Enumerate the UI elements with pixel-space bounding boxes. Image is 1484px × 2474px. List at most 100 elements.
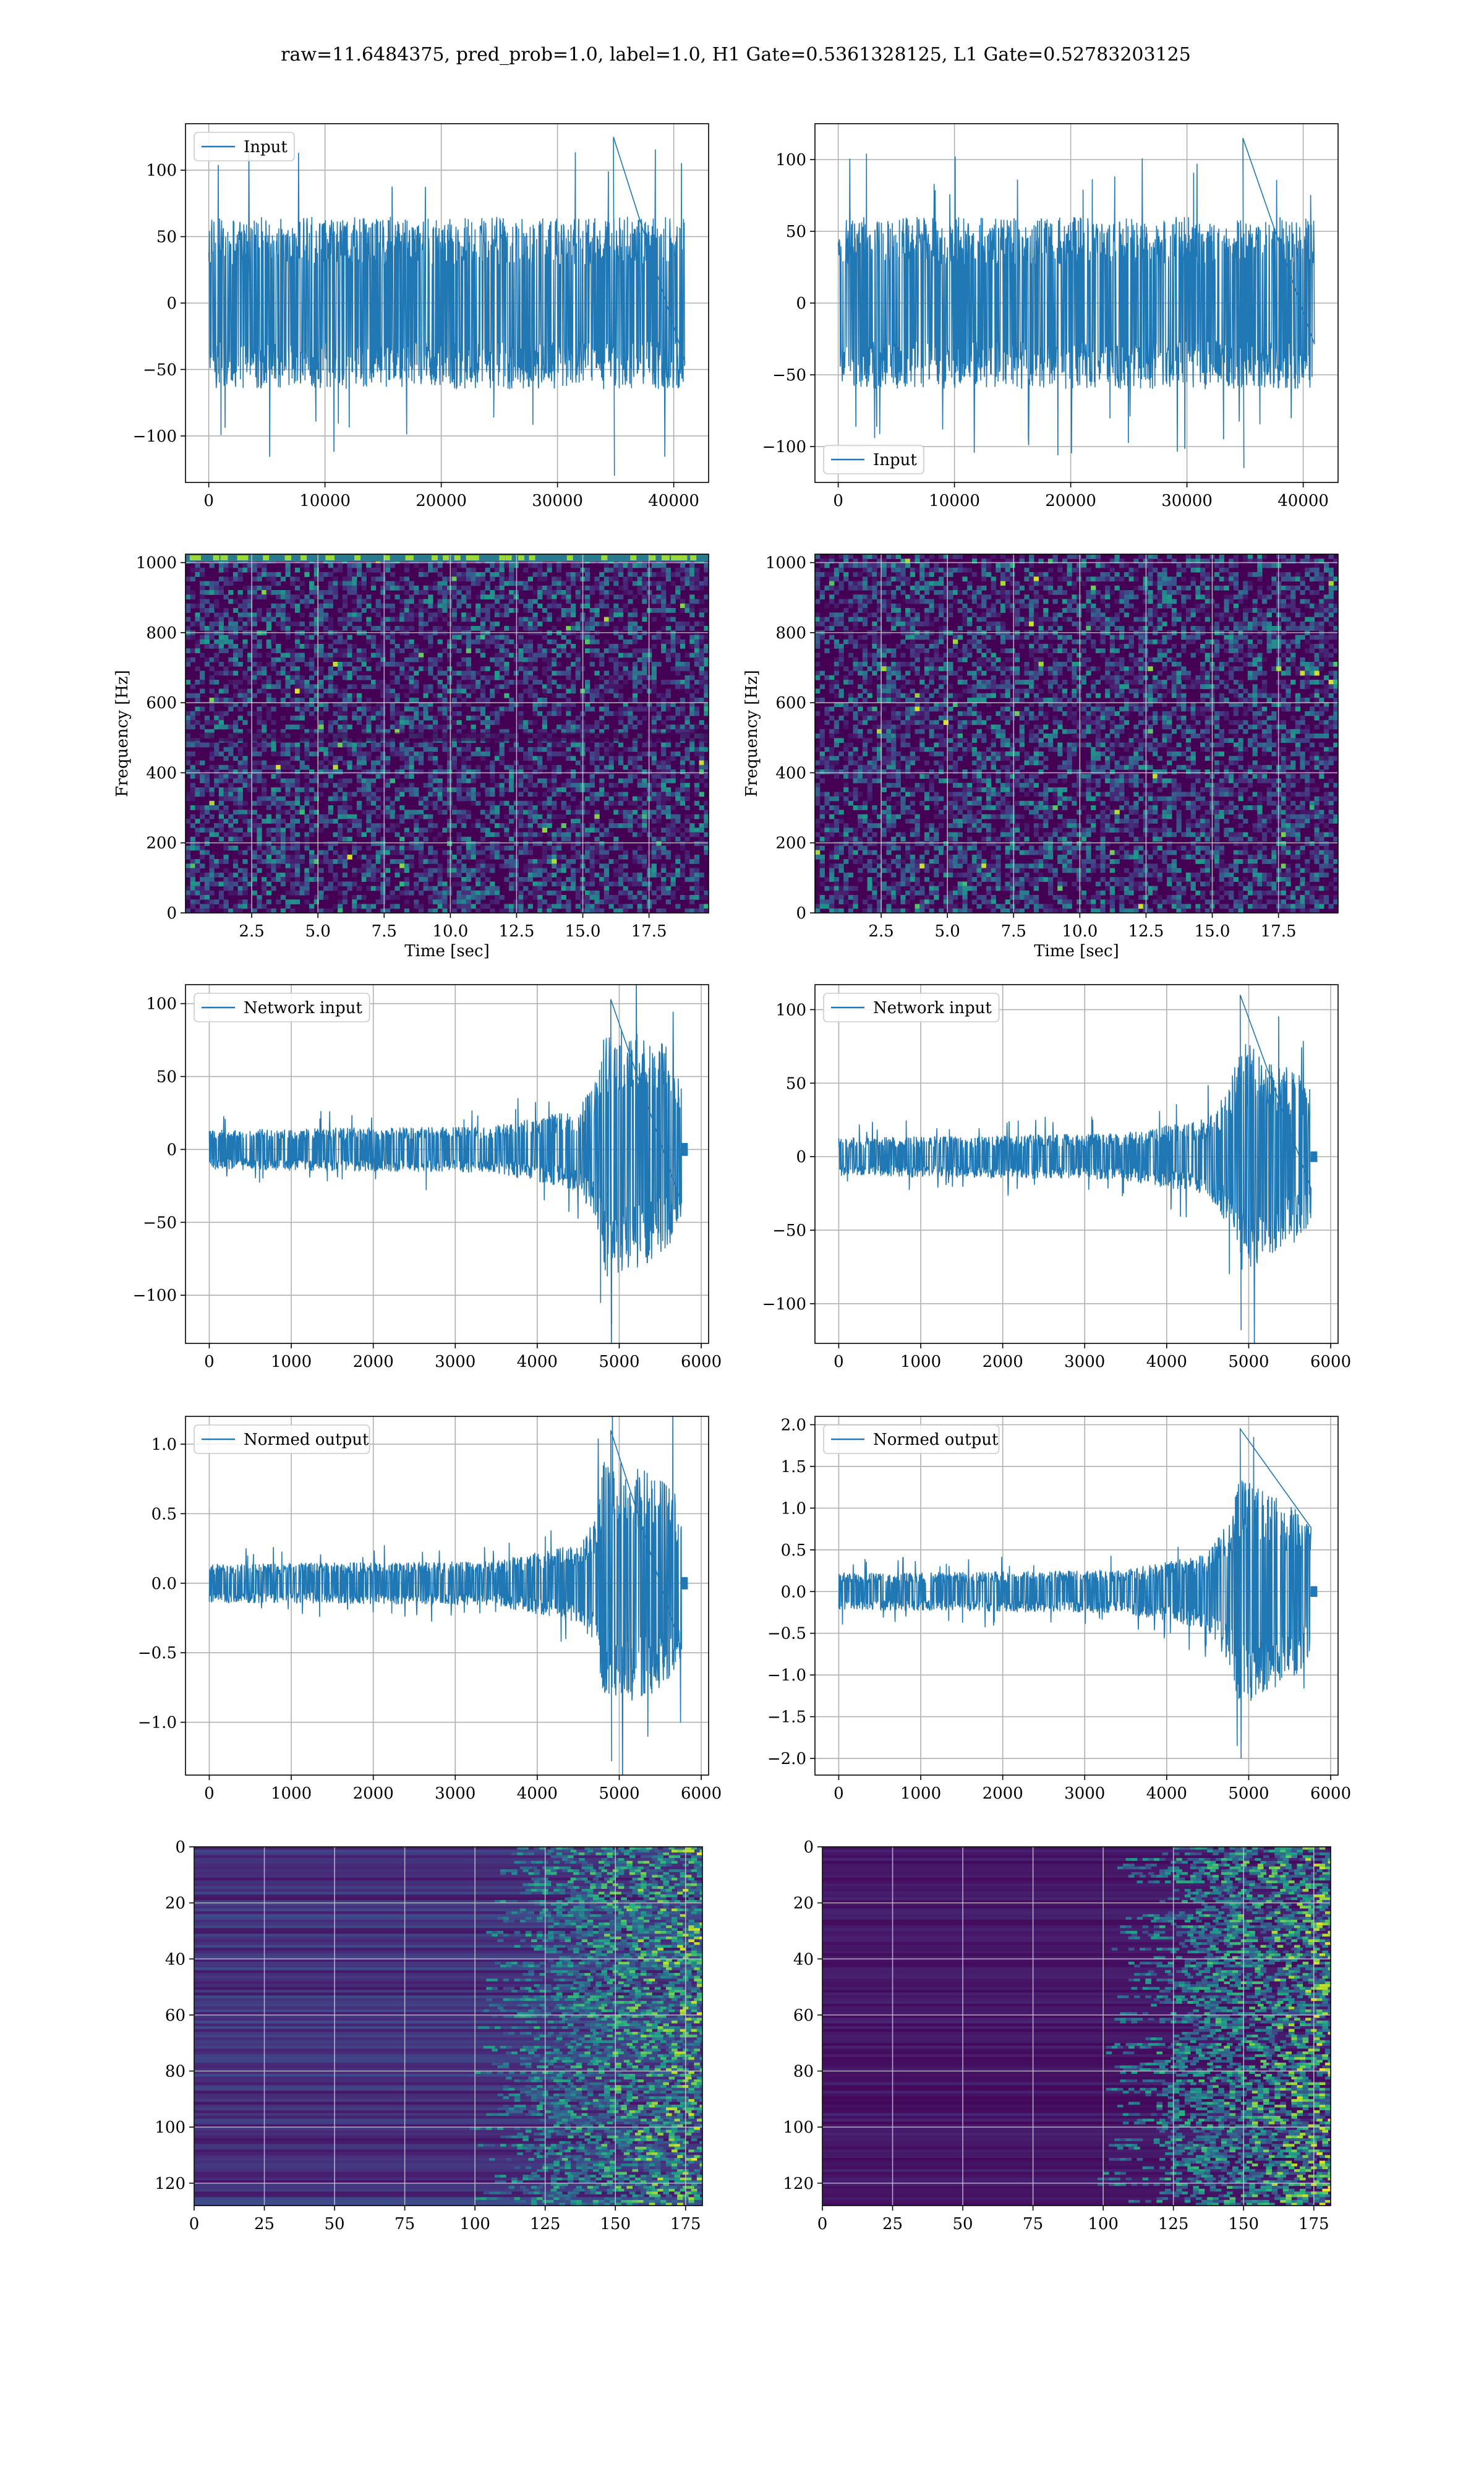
heatmap-cell xyxy=(237,612,243,618)
heatmap-cell xyxy=(824,836,830,842)
heatmap-cell xyxy=(394,675,400,680)
heatmap-cell xyxy=(423,590,429,595)
heatmap-cell xyxy=(632,810,638,815)
heatmap-cell xyxy=(632,747,638,752)
heatmap-cell xyxy=(366,845,372,851)
heatmap-cell xyxy=(824,796,830,802)
heatmap-cell xyxy=(228,635,234,640)
heatmap-cell xyxy=(352,904,357,909)
heatmap-cell xyxy=(603,863,610,869)
heatmap-cell xyxy=(380,850,386,855)
heatmap-cell xyxy=(613,581,619,586)
heatmap-cell xyxy=(523,850,529,855)
heatmap-cell xyxy=(370,841,377,846)
heatmap-cell xyxy=(385,594,391,600)
heatmap-cell xyxy=(428,563,433,568)
heatmap-cell xyxy=(380,863,386,869)
heatmap-cell xyxy=(561,782,566,788)
heatmap-cell xyxy=(632,608,638,613)
heatmap-cell xyxy=(223,774,229,779)
heatmap-cell xyxy=(656,836,662,842)
heatmap-cell xyxy=(594,608,600,613)
heatmap-cell xyxy=(262,877,267,882)
heatmap-cell xyxy=(418,666,424,672)
heatmap-cell xyxy=(632,859,638,864)
heatmap-cell xyxy=(209,720,215,726)
heatmap-cell xyxy=(333,590,338,595)
heatmap-cell xyxy=(352,868,357,873)
heatmap-cell xyxy=(218,648,224,654)
heatmap-cell xyxy=(608,859,614,864)
heatmap-cell xyxy=(523,675,529,680)
heatmap-cell xyxy=(394,859,400,864)
heatmap-cell xyxy=(390,688,395,694)
x-tick-label: 2.5 xyxy=(239,922,264,941)
heatmap-cell xyxy=(461,617,467,622)
heatmap-cell xyxy=(490,576,495,582)
heatmap-cell xyxy=(242,800,248,806)
heatmap-cell xyxy=(699,872,704,878)
heatmap-cell xyxy=(204,720,210,726)
heatmap-cell xyxy=(294,796,301,802)
heatmap-cell xyxy=(815,621,821,627)
heatmap-cell xyxy=(299,706,305,712)
heatmap-cell xyxy=(485,567,490,573)
heatmap-cell xyxy=(599,698,605,703)
heatmap-cell xyxy=(333,585,338,591)
heatmap-cell xyxy=(556,877,562,882)
heatmap-cell xyxy=(432,693,438,698)
heatmap-cell xyxy=(456,769,462,774)
heatmap-cell xyxy=(575,854,581,860)
heatmap-cell xyxy=(390,639,395,644)
heatmap-cell xyxy=(547,617,552,622)
heatmap-cell xyxy=(585,706,591,712)
heatmap-cell xyxy=(618,841,624,846)
heatmap-cell xyxy=(318,895,324,900)
heatmap-cell xyxy=(299,724,305,730)
heatmap-cell xyxy=(542,666,548,672)
heatmap-cell xyxy=(637,576,642,582)
heatmap-cell xyxy=(271,639,276,644)
heatmap-cell xyxy=(352,845,357,851)
heatmap-cell xyxy=(390,693,395,698)
heatmap-cell xyxy=(323,908,329,913)
heatmap-cell xyxy=(490,764,495,770)
heatmap-cell xyxy=(223,639,229,644)
heatmap-cell xyxy=(532,747,538,752)
heatmap-cell xyxy=(342,702,348,708)
heatmap-cell xyxy=(280,626,286,631)
heatmap-cell xyxy=(485,644,490,649)
heatmap-cell xyxy=(527,729,533,734)
heatmap-cell xyxy=(628,675,633,680)
heatmap-cell xyxy=(285,648,291,654)
heatmap-cell xyxy=(257,854,262,860)
heatmap-cell xyxy=(304,872,310,878)
heatmap-cell xyxy=(537,895,543,900)
heatmap-cell xyxy=(347,563,352,568)
heatmap-cell xyxy=(309,868,315,873)
heatmap-cell xyxy=(518,639,524,644)
heatmap-cell xyxy=(552,626,557,631)
heatmap-cell xyxy=(642,581,647,586)
heatmap-cell xyxy=(829,581,835,586)
heatmap-cell xyxy=(509,702,514,708)
heatmap-cell xyxy=(618,881,624,887)
heatmap-cell xyxy=(815,581,821,586)
heatmap-cell xyxy=(824,877,830,882)
heatmap-cell xyxy=(200,635,205,640)
heatmap-cell xyxy=(665,854,672,860)
heatmap-cell xyxy=(294,800,301,806)
heatmap-cell xyxy=(223,648,229,654)
heatmap-cell xyxy=(490,845,495,851)
heatmap-cell xyxy=(461,639,467,644)
heatmap-cell xyxy=(670,680,676,685)
heatmap-cell xyxy=(280,836,286,842)
heatmap-cell xyxy=(361,653,367,658)
heatmap-cell xyxy=(447,603,453,609)
heatmap-cell xyxy=(637,670,642,676)
heatmap-cell xyxy=(451,720,457,726)
heatmap-cell xyxy=(437,872,443,878)
heatmap-cell xyxy=(228,621,234,627)
heatmap-cell xyxy=(461,576,467,582)
heatmap-cell xyxy=(276,832,281,837)
